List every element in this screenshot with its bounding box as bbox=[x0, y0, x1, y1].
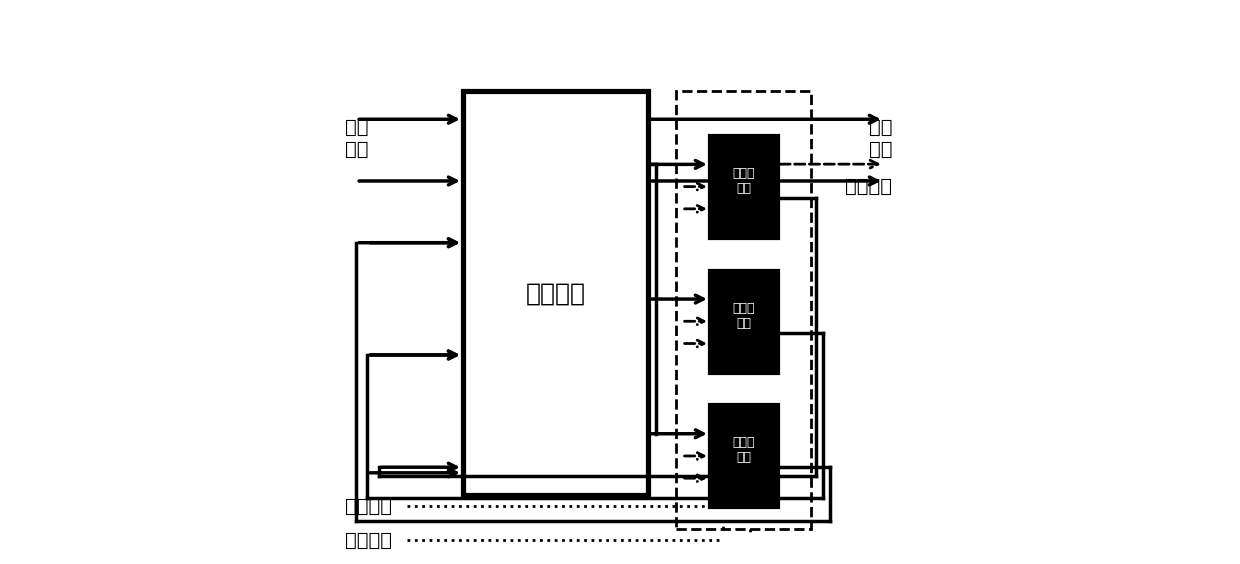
Text: 测试控制: 测试控制 bbox=[345, 497, 392, 516]
Text: 扫描触
发器: 扫描触 发器 bbox=[732, 437, 755, 464]
Text: 扫描触
发器: 扫描触 发器 bbox=[732, 302, 755, 330]
Text: 扫描触
发器: 扫描触 发器 bbox=[732, 167, 755, 195]
FancyBboxPatch shape bbox=[709, 136, 777, 237]
Text: 原始
输入: 原始 输入 bbox=[345, 118, 368, 160]
Text: 原始
输出: 原始 输出 bbox=[869, 118, 893, 160]
Text: 组合逻辑: 组合逻辑 bbox=[526, 281, 585, 305]
Text: 扫描输出: 扫描输出 bbox=[846, 177, 893, 196]
FancyBboxPatch shape bbox=[709, 406, 777, 506]
Text: 扫描输入: 扫描输入 bbox=[345, 531, 392, 550]
FancyBboxPatch shape bbox=[709, 271, 777, 372]
FancyBboxPatch shape bbox=[463, 91, 649, 495]
